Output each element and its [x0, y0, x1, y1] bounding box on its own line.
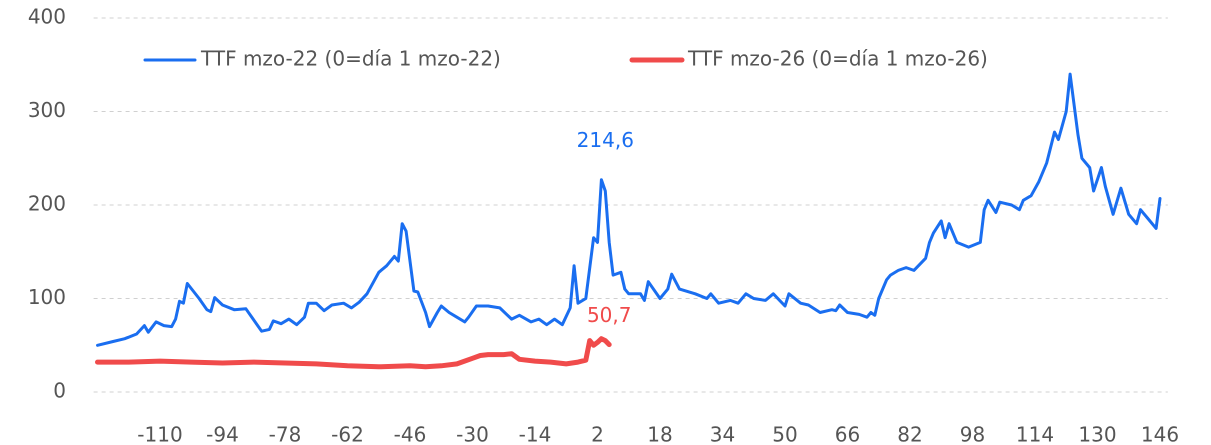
- x-tick-label: -14: [519, 423, 552, 445]
- y-tick-label: 400: [28, 5, 66, 29]
- x-tick-label: 50: [772, 423, 797, 445]
- x-tick-label: 114: [1016, 423, 1054, 445]
- x-tick-label: 2: [591, 423, 604, 445]
- annotation: 50,7: [587, 303, 632, 327]
- x-tick-label: 18: [647, 423, 672, 445]
- x-tick-label: -62: [331, 423, 364, 445]
- y-tick-label: 200: [28, 192, 66, 216]
- y-tick-label: 300: [28, 98, 66, 122]
- x-tick-label: 146: [1141, 423, 1179, 445]
- x-tick-label: -94: [206, 423, 239, 445]
- series-line: [95, 336, 612, 370]
- y-tick-label: 0: [53, 379, 66, 403]
- legend-label: TTF mzo-26 (0=día 1 mzo-26): [687, 47, 988, 71]
- series-line: [96, 72, 1162, 347]
- x-tick-label: -46: [394, 423, 427, 445]
- legend-label: TTF mzo-22 (0=día 1 mzo-22): [200, 47, 501, 71]
- annotation: 214,6: [577, 128, 634, 152]
- x-tick-label: 98: [960, 423, 985, 445]
- x-tick-label: 66: [835, 423, 860, 445]
- x-tick-label: 82: [897, 423, 922, 445]
- x-tick-label: 130: [1078, 423, 1116, 445]
- x-tick-label: -110: [137, 423, 182, 445]
- y-tick-label: 100: [28, 285, 66, 309]
- x-tick-label: 34: [710, 423, 735, 445]
- x-tick-label: -78: [269, 423, 302, 445]
- x-tick-label: -30: [456, 423, 489, 445]
